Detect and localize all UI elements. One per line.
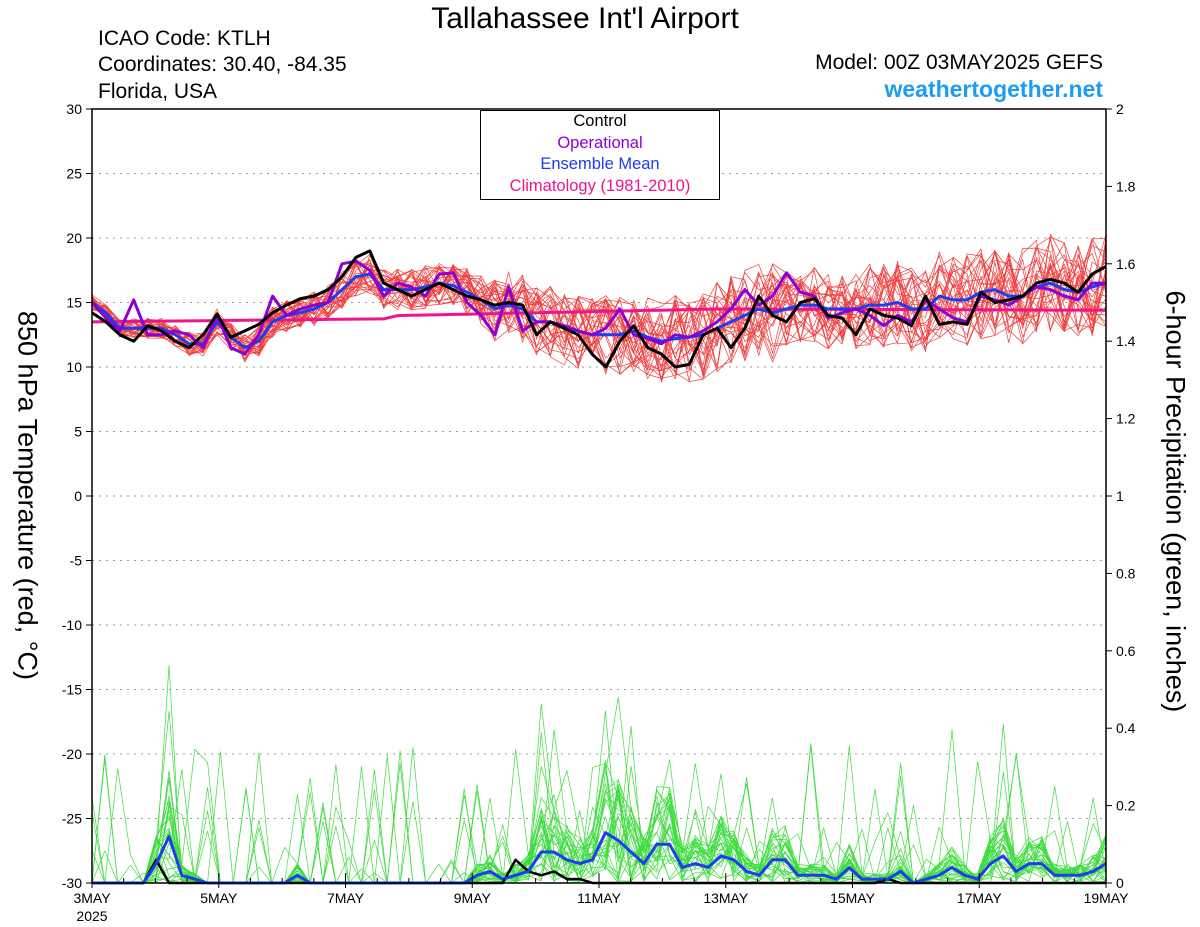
y-tick-label: 0 bbox=[74, 488, 82, 504]
x-tick-label: 13MAY bbox=[703, 890, 749, 906]
temperature-member-line bbox=[91, 261, 1107, 364]
x-tick-label: 7MAY bbox=[327, 890, 365, 906]
y-tick-label: -20 bbox=[62, 746, 82, 762]
y-tick-label: -30 bbox=[62, 875, 82, 891]
y-tick-label: 5 bbox=[74, 424, 82, 440]
y-tick-label: -25 bbox=[62, 811, 82, 827]
x-tick-label: 17MAY bbox=[957, 890, 1003, 906]
temp-control-line bbox=[91, 249, 1107, 369]
y-tick-label: -10 bbox=[62, 617, 82, 633]
y-tick-label: 10 bbox=[66, 359, 82, 375]
legend: Control Operational Ensemble Mean Climat… bbox=[480, 110, 720, 200]
y-tick-label: -15 bbox=[62, 682, 82, 698]
x-tick-label: 11MAY bbox=[577, 890, 621, 906]
y-tick-label: 30 bbox=[66, 101, 82, 117]
x-tick-label: 15MAY bbox=[830, 890, 876, 906]
precipitation-ensemble-members bbox=[91, 665, 1107, 884]
y2-tick-label: 1.4 bbox=[1116, 333, 1136, 349]
x-tick-label: 3MAY bbox=[73, 890, 111, 906]
site-link[interactable]: weathertogether.net bbox=[884, 76, 1103, 102]
precipitation-member-line bbox=[92, 763, 1107, 884]
chart-series bbox=[90, 249, 1107, 885]
climatology-line bbox=[91, 307, 1106, 324]
icao-code: ICAO Code: KTLH bbox=[98, 27, 271, 50]
region: Florida, USA bbox=[98, 80, 218, 103]
chart-axes: 302520151050-5-10-15-20-25-3021.81.61.41… bbox=[62, 101, 1136, 924]
x-tick-sublabel: 2025 bbox=[76, 908, 107, 924]
x-tick-label: 9MAY bbox=[454, 890, 492, 906]
y-axis-label-right: 6-hour Precipitation (green, inches) bbox=[1160, 290, 1191, 713]
precipitation-member-line bbox=[92, 764, 1107, 884]
temperature-member-line bbox=[91, 251, 1107, 375]
precipitation-member-line bbox=[92, 762, 1107, 884]
plot-frame bbox=[91, 108, 1107, 884]
y2-tick-label: 0.4 bbox=[1116, 720, 1136, 736]
y2-tick-label: 1.8 bbox=[1116, 178, 1136, 194]
temperature-member-line bbox=[91, 260, 1107, 376]
y2-tick-label: 2 bbox=[1116, 101, 1124, 117]
x-tick-label: 19MAY bbox=[1084, 890, 1130, 906]
temp-operational-line bbox=[90, 259, 1106, 356]
chart-grid bbox=[92, 173, 1106, 819]
y2-tick-label: 0.6 bbox=[1116, 643, 1136, 659]
y2-tick-label: 0.2 bbox=[1116, 798, 1136, 814]
y-tick-label: 25 bbox=[66, 166, 82, 182]
y-tick-label: 15 bbox=[66, 295, 82, 311]
temperature-member-line bbox=[91, 259, 1107, 376]
y2-tick-label: 1.6 bbox=[1116, 256, 1136, 272]
legend-climatology: Climatology (1981-2010) bbox=[509, 176, 691, 195]
legend-mean: Ensemble Mean bbox=[540, 155, 660, 173]
legend-control: Control bbox=[573, 112, 627, 130]
precipitation-member-line bbox=[92, 769, 1107, 884]
coordinates: Coordinates: 30.40, -84.35 bbox=[98, 53, 347, 76]
temperature-member-line bbox=[91, 249, 1107, 379]
chart-title: Tallahassee Int'l Airport bbox=[431, 2, 739, 35]
precipitation-member-line bbox=[92, 747, 1107, 884]
y2-tick-label: 0 bbox=[1116, 875, 1124, 891]
y-tick-label: -5 bbox=[70, 553, 83, 569]
temp-mean-line bbox=[91, 272, 1107, 350]
y2-tick-label: 1 bbox=[1116, 488, 1124, 504]
y-tick-label: 20 bbox=[66, 230, 82, 246]
legend-operational: Operational bbox=[557, 133, 643, 152]
y2-tick-label: 0.8 bbox=[1116, 565, 1136, 581]
x-tick-label: 5MAY bbox=[200, 890, 238, 906]
y2-tick-label: 1.2 bbox=[1116, 411, 1136, 427]
y-axis-label-left: 850 hPa Temperature (red, °C) bbox=[12, 311, 43, 680]
model-run: Model: 00Z 03MAY2025 GEFS bbox=[815, 51, 1103, 74]
